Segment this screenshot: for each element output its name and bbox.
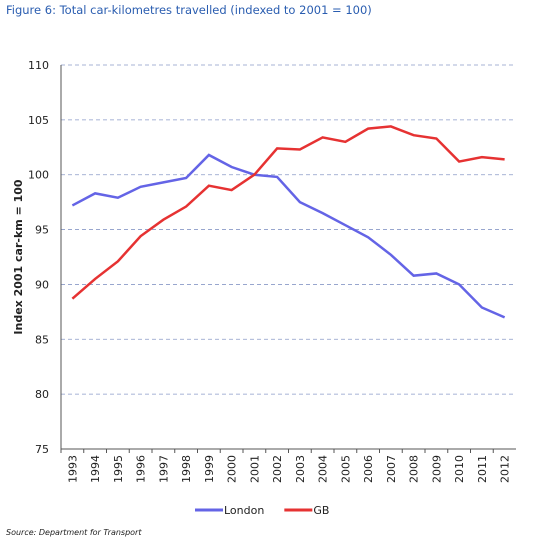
legend-label: GB (313, 504, 329, 517)
x-tick-label: 2008 (408, 455, 421, 483)
x-tick-label: 2005 (339, 455, 352, 483)
y-axis-label: Index 2001 car-km = 100 (12, 179, 25, 335)
x-tick-label: 1995 (112, 455, 125, 483)
x-tick-label: 2012 (499, 455, 512, 483)
x-tick-label: 1993 (66, 455, 79, 483)
x-tick-label: 2006 (362, 455, 375, 483)
series-line (71, 153, 506, 319)
x-tick-label: 1999 (203, 455, 216, 483)
y-tick-label: 75 (35, 443, 49, 456)
y-tick-label: 110 (28, 59, 49, 72)
x-tick-label: 1994 (89, 455, 102, 483)
x-tick-label: 1998 (180, 455, 193, 483)
y-tick-label: 85 (35, 333, 49, 346)
x-tick-label: 2004 (317, 455, 330, 483)
x-tick-label: 2011 (476, 455, 489, 483)
y-tick-label: 95 (35, 224, 49, 237)
chart-title: Figure 6: Total car-kilometres travelled… (6, 3, 372, 17)
x-tick-label: 2000 (226, 455, 239, 483)
x-tick-label: 2001 (248, 455, 261, 483)
legend-label: London (224, 504, 264, 517)
source-note: Source: Department for Transport (6, 528, 142, 537)
x-tick-label: 2009 (430, 455, 443, 483)
y-tick-label: 100 (28, 169, 49, 182)
x-tick-label: 2010 (453, 455, 466, 483)
x-tick-label: 2003 (294, 455, 307, 483)
x-tick-label: 2002 (271, 455, 284, 483)
x-tick-label: 2007 (385, 455, 398, 483)
y-tick-label: 105 (28, 114, 49, 127)
y-tick-label: 90 (35, 278, 49, 291)
y-tick-label: 80 (35, 388, 49, 401)
series-line (71, 125, 505, 300)
x-tick-label: 1996 (135, 455, 148, 483)
x-tick-label: 1997 (157, 455, 170, 483)
